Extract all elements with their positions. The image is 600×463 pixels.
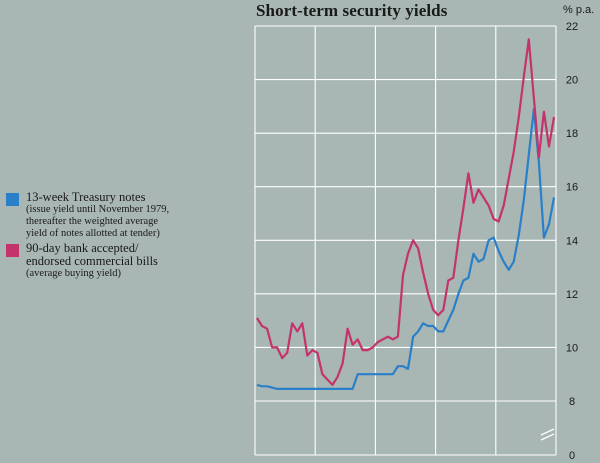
legend-swatch-treasury-notes: [6, 193, 19, 206]
y-tick-label: 20: [566, 75, 578, 87]
y-axis: 22 20 18 16 14 12 10 8 0: [540, 21, 578, 462]
legend-label-commercial-bills-line-2: endorsed commercial bills: [26, 254, 158, 268]
chart-title: Short-term security yields: [256, 1, 448, 20]
y-tick-label: 16: [566, 182, 578, 194]
legend-note-line-3: yield of notes allotted at tender): [26, 228, 160, 239]
y-tick-label: 22: [566, 21, 578, 33]
axis-break-mark: [540, 428, 555, 436]
legend-label-treasury-notes: 13-week Treasury notes: [26, 190, 146, 204]
series-line-treasury-notes: [256, 107, 556, 390]
grid-lines: [254, 25, 557, 456]
legend-note-line-1: (issue yield until November 1979,: [26, 204, 170, 215]
y-tick-label: 12: [566, 289, 578, 301]
legend-note-commercial-bills: (average buying yield): [26, 268, 122, 279]
legend-swatch-commercial-bills: [6, 244, 19, 257]
legend-label-commercial-bills-line-1: 90-day bank accepted/: [26, 241, 139, 255]
y-tick-label: 8: [569, 396, 575, 408]
legend-note-line-2: thereafter the weighted average: [26, 216, 159, 227]
y-tick-label: 10: [566, 342, 578, 354]
y-tick-label: 14: [566, 235, 578, 247]
axis-break-mark: [540, 433, 555, 441]
series-line-commercial-bills: [256, 38, 556, 386]
y-tick-label: 0: [569, 450, 575, 462]
y-tick-label: 18: [566, 128, 578, 140]
series-lines: [256, 38, 556, 390]
y-axis-unit-label: % p.a.: [563, 4, 595, 16]
